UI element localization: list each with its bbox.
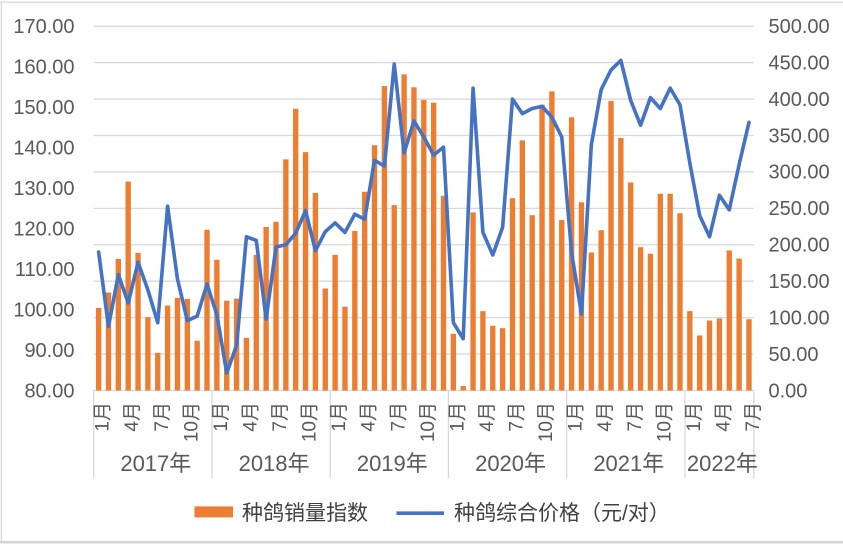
svg-text:80.00: 80.00	[24, 380, 74, 402]
svg-text:1月: 1月	[211, 402, 232, 432]
svg-text:2021年: 2021年	[593, 451, 664, 476]
svg-text:130.00: 130.00	[13, 178, 74, 200]
svg-text:种鸽销量指数: 种鸽销量指数	[242, 502, 368, 525]
svg-text:10月: 10月	[536, 402, 557, 442]
svg-text:1月: 1月	[93, 402, 114, 432]
svg-text:50.00: 50.00	[769, 344, 819, 366]
svg-text:7月: 7月	[743, 402, 764, 432]
svg-text:2017年: 2017年	[120, 451, 191, 476]
svg-text:120.00: 120.00	[13, 218, 74, 240]
svg-text:7月: 7月	[507, 402, 528, 432]
svg-text:7月: 7月	[625, 402, 646, 432]
svg-text:10月: 10月	[181, 402, 202, 442]
svg-text:250.00: 250.00	[769, 198, 830, 220]
svg-text:400.00: 400.00	[769, 89, 830, 111]
svg-text:1月: 1月	[684, 402, 705, 432]
svg-text:90.00: 90.00	[24, 340, 74, 362]
svg-text:10月: 10月	[654, 402, 675, 442]
svg-text:4月: 4月	[122, 402, 143, 432]
svg-text:100.00: 100.00	[13, 299, 74, 321]
svg-text:10月: 10月	[300, 402, 321, 442]
svg-text:200.00: 200.00	[769, 235, 830, 257]
svg-text:1月: 1月	[447, 402, 468, 432]
svg-text:4月: 4月	[477, 402, 498, 432]
svg-text:150.00: 150.00	[13, 97, 74, 119]
svg-text:140.00: 140.00	[13, 137, 74, 159]
svg-text:500.00: 500.00	[769, 16, 830, 38]
svg-text:2022年: 2022年	[687, 451, 758, 476]
svg-text:1月: 1月	[329, 402, 350, 432]
svg-text:150.00: 150.00	[769, 271, 830, 293]
svg-text:110.00: 110.00	[15, 259, 75, 281]
svg-text:7月: 7月	[152, 402, 173, 432]
svg-text:7月: 7月	[270, 402, 291, 432]
svg-text:4月: 4月	[359, 402, 380, 432]
svg-text:450.00: 450.00	[769, 52, 830, 74]
svg-text:1月: 1月	[566, 402, 587, 432]
svg-text:300.00: 300.00	[769, 162, 830, 184]
svg-text:4月: 4月	[240, 402, 261, 432]
svg-text:350.00: 350.00	[769, 125, 830, 147]
svg-text:7月: 7月	[388, 402, 409, 432]
svg-text:0.00: 0.00	[769, 380, 808, 402]
svg-text:10月: 10月	[418, 402, 439, 442]
svg-text:4月: 4月	[595, 402, 616, 432]
svg-text:种鸽综合价格（元/对）: 种鸽综合价格（元/对）	[454, 502, 670, 525]
svg-text:170.00: 170.00	[13, 16, 74, 38]
svg-text:2018年: 2018年	[239, 451, 310, 476]
svg-text:2019年: 2019年	[357, 451, 428, 476]
svg-text:2020年: 2020年	[475, 451, 546, 476]
svg-text:160.00: 160.00	[13, 56, 74, 78]
svg-text:100.00: 100.00	[769, 307, 830, 329]
svg-text:4月: 4月	[713, 402, 734, 432]
